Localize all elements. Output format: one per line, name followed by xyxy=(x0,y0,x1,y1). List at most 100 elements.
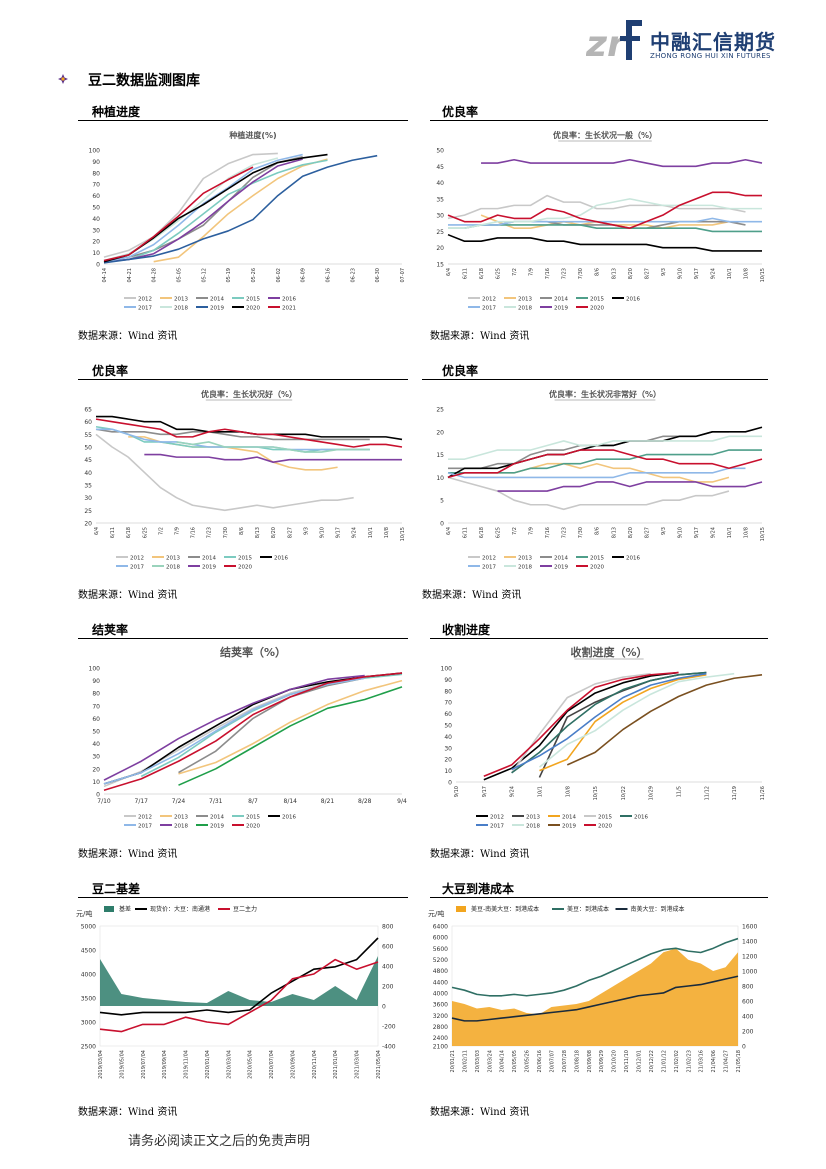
y-tick-label: 2800 xyxy=(433,1024,448,1031)
data-source: 数据来源：Wind 资讯 xyxy=(78,1107,178,1118)
y-tick-label: 35 xyxy=(436,196,444,203)
x-tick-label: 9/10 xyxy=(677,268,683,279)
y-tick-label: 3500 xyxy=(81,996,96,1003)
legend-label: 2017 xyxy=(482,306,496,312)
series-line-2014 xyxy=(103,156,303,262)
legend-label: 2019 xyxy=(554,565,568,571)
legend-label: 基差 xyxy=(119,905,131,913)
y-tick-label: 30 xyxy=(436,213,444,220)
series-line-2013 xyxy=(178,679,403,775)
legend-label: 2013 xyxy=(526,815,540,821)
x-tick-label: 6/4 xyxy=(446,527,452,535)
x-tick-label: 7/30 xyxy=(223,527,229,538)
y-tick-label: 30 xyxy=(444,745,452,752)
x-tick-label: 8/6 xyxy=(595,527,601,535)
legend-label: 2018 xyxy=(526,824,540,830)
series-line-2017 xyxy=(448,217,762,226)
legend-label: 2016 xyxy=(274,556,288,562)
legend-label: 2020 xyxy=(590,565,604,571)
legend-label: 2016 xyxy=(626,556,640,562)
legend-swatch xyxy=(104,906,114,912)
x-tick-label: 6/11 xyxy=(110,527,116,538)
x-tick-label: 11/5 xyxy=(677,786,683,797)
legend-label: 2014 xyxy=(562,815,576,821)
y-tick-label: 2400 xyxy=(433,1035,448,1042)
series-line-2019 xyxy=(144,453,402,463)
series-line-2015 xyxy=(448,449,762,474)
series-line-2020 xyxy=(447,449,763,479)
legend-label: 2020 xyxy=(598,824,612,830)
x-tick-label: 7/30 xyxy=(578,527,584,538)
x-tick-label: 10/1 xyxy=(727,268,733,279)
x-tick-label: 7/2 xyxy=(158,527,164,535)
x-tick-label: 8/6 xyxy=(595,268,601,276)
legend-label: 2012 xyxy=(138,297,152,303)
x-tick-label: 07-07 xyxy=(400,268,406,283)
x-tick-label: 04-14 xyxy=(102,268,108,283)
legend-label: 2014 xyxy=(202,556,216,562)
x-tick-label: 2019/09/04 xyxy=(162,1050,168,1079)
x-tick-label: 20/09/08 xyxy=(587,1050,593,1072)
y-tick-label: 20 xyxy=(444,757,452,764)
y-tick-label: 20 xyxy=(436,245,444,252)
series-line-2012 xyxy=(447,476,730,511)
x-tick-label: 7/30 xyxy=(578,268,584,279)
y-tick-label: 50 xyxy=(444,723,452,730)
legend-label: 2021 xyxy=(282,306,296,312)
x-tick-label: 8/20 xyxy=(271,527,277,538)
series-line-2020 xyxy=(483,671,679,778)
x-tick-label: 7/31 xyxy=(209,798,223,805)
y-tick-label: 65 xyxy=(84,407,92,414)
x-tick-label: 7/16 xyxy=(191,527,197,538)
y-tick-label: 2100 xyxy=(433,1044,448,1051)
series-line-2014 xyxy=(178,677,365,774)
series-line-2018 xyxy=(538,672,735,768)
y-tick-label: 55 xyxy=(84,432,92,439)
x-tick-label: 6/25 xyxy=(142,527,148,538)
x-tick-label: 20/09/29 xyxy=(599,1050,605,1072)
legend-label: 2013 xyxy=(174,297,188,303)
y-tick-label: 5000 xyxy=(81,924,96,931)
y-tick-label: 80 xyxy=(444,688,452,695)
y-tick-label: 40 xyxy=(92,741,100,748)
x-tick-label: 2020/03/04 xyxy=(226,1050,232,1079)
legend-label: 南美大豆：到港成本 xyxy=(631,905,685,913)
x-tick-label: 06-30 xyxy=(375,268,381,283)
legend-label: 2017 xyxy=(482,565,496,571)
series-line-2016 xyxy=(511,671,707,774)
series-line-2012 xyxy=(447,194,746,220)
x-tick-label: 6/18 xyxy=(479,268,485,279)
company-name-cn: 中融汇信期货 xyxy=(650,30,776,54)
y-tick-label: 40 xyxy=(444,734,452,741)
x-tick-label: 2020/11/04 xyxy=(312,1050,318,1079)
series-line-2014 xyxy=(539,674,707,772)
data-source: 数据来源：Wind 资讯 xyxy=(430,1107,530,1118)
y-tick-label: 4500 xyxy=(81,948,96,955)
y-tick-label: 90 xyxy=(92,678,100,685)
x-tick-label: 10/8 xyxy=(743,268,749,279)
legend-label: 2013 xyxy=(518,556,532,562)
section-divider xyxy=(78,379,408,380)
x-tick-label: 9/24 xyxy=(710,527,716,538)
legend-label: 2013 xyxy=(166,556,180,562)
data-source: 数据来源：Wind 资讯 xyxy=(422,590,522,601)
x-tick-label: 2020/09/04 xyxy=(290,1050,296,1079)
legend-label: 2015 xyxy=(246,297,260,303)
series-line-- xyxy=(451,975,739,1022)
x-tick-label: 8/7 xyxy=(248,798,258,805)
x-tick-label: 9/24 xyxy=(352,527,358,538)
x-tick-label: 20/12/22 xyxy=(649,1050,655,1072)
y2-tick-label: 400 xyxy=(382,964,394,971)
x-tick-label: 20/01/21 xyxy=(450,1050,456,1072)
y-tick-label: 40 xyxy=(84,470,92,477)
x-tick-label: 20/07/07 xyxy=(549,1050,555,1072)
series-line-2012 xyxy=(103,152,278,258)
legend-label: 2020 xyxy=(246,824,260,830)
series-line-2014 xyxy=(95,428,370,441)
x-tick-label: 2021/03/04 xyxy=(355,1050,361,1079)
x-tick-label: 2020/05/04 xyxy=(248,1050,254,1079)
x-tick-label: 7/2 xyxy=(512,527,518,535)
x-tick-label: 9/3 xyxy=(661,527,667,535)
chart-title: 收割进度（%） xyxy=(570,645,647,659)
y-tick-label: 30 xyxy=(92,754,100,761)
